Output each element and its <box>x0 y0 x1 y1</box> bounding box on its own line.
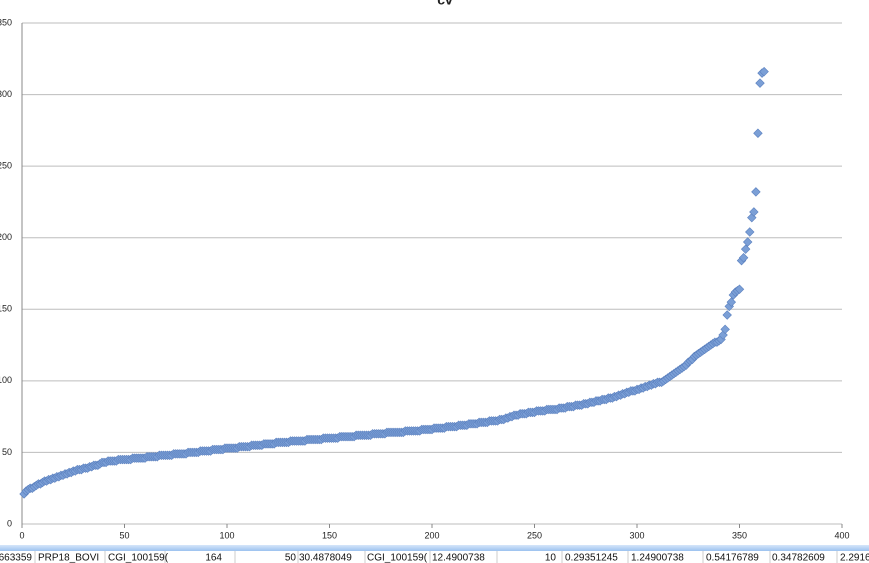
x-tick-label: 0 <box>19 530 24 540</box>
x-tick-label: 300 <box>629 530 644 540</box>
x-tick-label: 250 <box>527 530 542 540</box>
y-tick-label: 150 <box>0 304 12 314</box>
y-tick-label: 350 <box>0 17 12 27</box>
data-point <box>726 297 737 307</box>
data-point <box>745 227 755 237</box>
x-tick-label: 100 <box>219 530 234 540</box>
cell-text: 663359 <box>0 553 32 563</box>
y-tick-label: 100 <box>0 375 12 385</box>
data-point <box>759 66 769 77</box>
x-tick-label: 50 <box>119 530 129 540</box>
data-point <box>753 128 763 138</box>
x-tick-label: 150 <box>322 530 337 540</box>
y-tick-label: 0 <box>7 518 12 528</box>
data-point <box>738 253 749 263</box>
spreadsheet-row <box>0 551 869 563</box>
cell-text: 2.291666 <box>840 553 869 563</box>
cell-text: 0.34782609 <box>772 553 825 563</box>
x-tick-label: 350 <box>732 530 747 540</box>
data-point <box>734 284 745 294</box>
cell-text: PRP18_BOVI <box>38 553 99 563</box>
data-point <box>755 78 765 88</box>
data-point <box>740 244 751 254</box>
cell-text: 0.54176789 <box>706 553 759 563</box>
cell-text: CGI_100159( <box>367 553 428 563</box>
cell-text: 0.29351245 <box>565 553 618 563</box>
data-point <box>747 212 757 223</box>
cell-text: 1.24900738 <box>631 553 684 563</box>
y-tick-label: 300 <box>0 89 12 99</box>
cell-text: 50 <box>285 553 297 563</box>
data-point <box>722 310 732 320</box>
selection-band <box>0 545 869 551</box>
x-tick-label: 400 <box>834 530 849 540</box>
y-tick-label: 200 <box>0 232 12 242</box>
spreadsheet-cells: 663359 PRP18_BOVI CGI_100159( 164 50 30.48780… <box>0 551 869 563</box>
y-tick-label: 50 <box>2 447 12 457</box>
cell-text: 30.4878049 <box>299 553 352 563</box>
x-tick-label: 200 <box>424 530 439 540</box>
data-point <box>749 207 759 217</box>
y-tick-label: 250 <box>0 161 12 171</box>
data-point <box>718 330 728 340</box>
cell-text: 164 <box>205 553 222 563</box>
cell-text: CGI_100159( <box>108 553 169 563</box>
cell-text: 12.4900738 <box>432 553 485 563</box>
data-point <box>751 187 761 197</box>
plot-area: 0 50 100 150 200 250 300 350 0 50 100 150 200 250 300 3… <box>0 17 850 540</box>
cell-text: 10 <box>545 553 557 563</box>
data-point <box>720 324 730 335</box>
chart-title: cv <box>437 0 453 8</box>
data-point <box>742 237 753 247</box>
